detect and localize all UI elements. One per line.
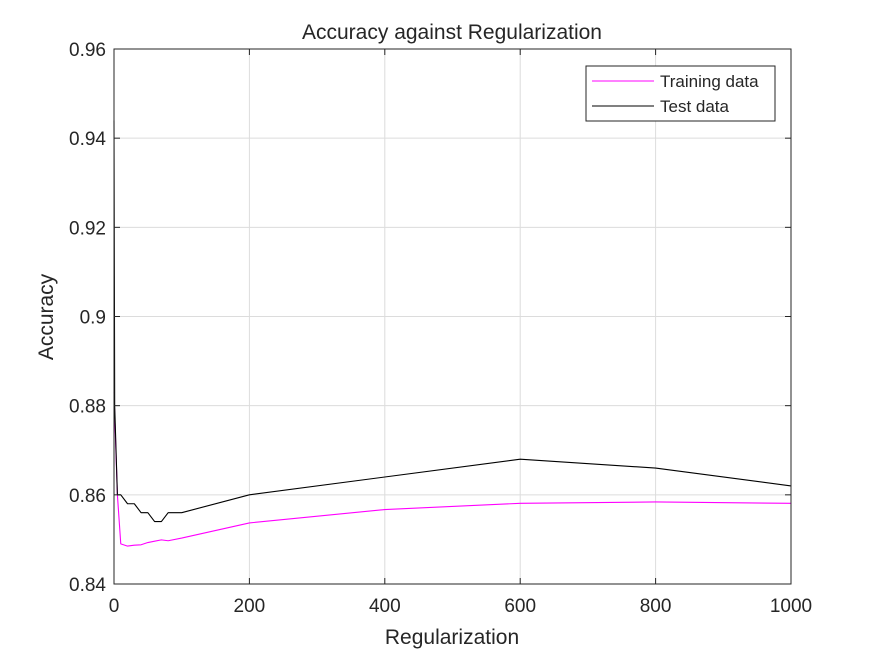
grid-lines bbox=[114, 49, 791, 584]
legend: Training data Test data bbox=[585, 65, 776, 122]
x-tick-label: 800 bbox=[640, 596, 672, 617]
x-tick-label: 0 bbox=[109, 596, 120, 617]
x-tick-label: 1000 bbox=[770, 596, 812, 617]
y-tick-label: 0.88 bbox=[69, 397, 106, 418]
y-tick-label: 0.84 bbox=[69, 575, 106, 596]
y-tick-label: 0.94 bbox=[69, 129, 106, 150]
legend-label-training: Training data bbox=[660, 72, 759, 91]
y-tick-label: 0.96 bbox=[69, 40, 106, 61]
legend-label-test: Test data bbox=[660, 97, 730, 116]
y-tick-label: 0.86 bbox=[69, 486, 106, 507]
x-axis-label: Regularization bbox=[385, 626, 519, 649]
y-axis: 0.84 0.86 0.88 0.9 0.92 0.94 0.96 bbox=[69, 40, 791, 596]
series-line-training bbox=[113, 392, 792, 547]
chart-title: Accuracy against Regularization bbox=[302, 21, 602, 44]
y-tick-label: 0.9 bbox=[80, 308, 106, 329]
x-tick-label: 600 bbox=[504, 596, 536, 617]
legend-box bbox=[585, 65, 776, 122]
y-axis-label: Accuracy bbox=[35, 273, 58, 360]
x-axis: 0 200 400 600 800 1000 bbox=[109, 49, 812, 617]
x-tick-label: 400 bbox=[369, 596, 401, 617]
x-tick-label: 200 bbox=[234, 596, 266, 617]
y-tick-label: 0.92 bbox=[69, 218, 106, 239]
